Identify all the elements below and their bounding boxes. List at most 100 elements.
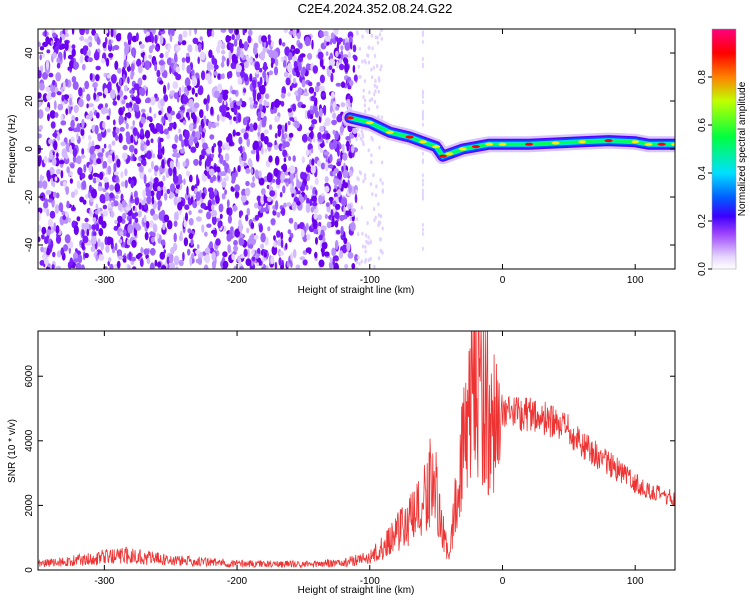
spectrogram-noise-cell [140, 143, 145, 152]
spectrogram-noise-cell [310, 185, 313, 190]
spectrogram-noise-cell [377, 213, 381, 218]
spectrogram-noise-cell [272, 178, 276, 183]
spectrogram-noise-cell [43, 201, 49, 209]
spectrogram-noise-cell [171, 29, 175, 37]
spectrogram-noise-cell [255, 70, 259, 75]
spectrogram-noise-cell [239, 266, 244, 269]
spectrogram-noise-cell [93, 92, 97, 101]
spectrogram-noise-cell [117, 215, 123, 223]
spectrogram-noise-cell [179, 106, 185, 111]
spectrogram-noise-cell [195, 92, 198, 97]
spectrogram-noise-cell [133, 83, 140, 91]
spectrogram-noise-cell [217, 221, 222, 229]
spectrogram-noise-cell [122, 73, 126, 82]
spectrogram-noise-cell [307, 52, 313, 60]
spectrogram-noise-cell [228, 137, 233, 147]
spectrogram-noise-cell [81, 180, 87, 190]
spectrogram-noise-cell [261, 188, 266, 196]
spectrogram-noise-cell [94, 144, 101, 150]
spectrogram-noise-cell [185, 170, 191, 177]
spectrogram-noise-cell [332, 256, 336, 266]
spectrogram-noise-cell [377, 89, 380, 94]
spectrogram-noise-cell [199, 51, 206, 61]
spectrogram-noise-cell [218, 147, 222, 154]
spectrogram-noise-cell [282, 60, 287, 68]
spectrogram-noise-cell [258, 223, 263, 233]
spectrogram-noise-cell [176, 112, 181, 120]
spectrogram-noise-cell [150, 236, 155, 243]
spectrogram-noise-cell [201, 40, 204, 51]
spectrogram-noise-cell [271, 245, 278, 256]
spectrogram-noise-cell [77, 254, 83, 264]
spectrogram-noise-cell [378, 145, 381, 150]
spectrogram-noise-cell [69, 106, 72, 115]
spectrogram-noise-cell [370, 97, 374, 102]
spectrogram-noise-cell [314, 177, 319, 186]
spectrogram-noise-cell [225, 175, 229, 182]
spectrogram-noise-cell [280, 264, 284, 269]
spectrogram-noise-cell [213, 143, 217, 148]
spectrogram-noise-cell [311, 195, 317, 202]
spectrogram-noise-cell [370, 153, 373, 158]
x-tick-label: -100 [360, 576, 380, 587]
spectrogram-noise-cell [57, 103, 64, 111]
spectrogram-noise-cell [333, 177, 337, 185]
spectrogram-noise-cell [232, 229, 235, 238]
spectrogram-noise-cell [274, 132, 278, 139]
spectrogram-noise-cell [112, 119, 116, 126]
spectrogram-noise-cell [117, 255, 124, 260]
spectrogram-noise-cell [83, 164, 87, 173]
spectrogram-noise-cell [73, 258, 79, 263]
spectrogram-noise-cell [50, 40, 54, 45]
spectrogram-noise-cell [172, 81, 179, 89]
spectrogram-noise-cell [361, 231, 364, 236]
spectrogram-noise-cell [288, 236, 292, 243]
spectrogram-noise-cell [72, 204, 75, 210]
spectrogram-noise-cell [324, 214, 328, 219]
spectrogram-noise-cell [123, 59, 127, 69]
y-tick-label: -40 [24, 237, 35, 252]
spectrogram-noise-cell [175, 45, 181, 52]
spectrogram-noise-cell [346, 43, 350, 51]
spectrogram-noise-cell [335, 50, 339, 58]
spectrogram-noise-cell [46, 49, 51, 54]
spectrogram-noise-cell [313, 213, 318, 220]
spectrogram-noise-cell [86, 103, 89, 109]
spectrogram-noise-cell [208, 120, 212, 130]
spectrogram-noise-cell [358, 261, 361, 266]
spectrogram-noise-cell [329, 257, 332, 264]
spectrogram-noise-cell [364, 233, 368, 238]
spectrogram-noise-cell [301, 104, 306, 109]
spectrogram-noise-cell [114, 183, 121, 193]
spectrogram-noise-cell [280, 100, 285, 107]
spectrogram-noise-cell [229, 97, 232, 103]
spectrogram-noise-cell [265, 202, 269, 210]
spectrogram-noise-cell [198, 124, 202, 133]
spectrogram-noise-cell [132, 120, 135, 127]
colorbar-ticks: 0.0 0.2 0.4 0.6 0.8 [697, 70, 712, 276]
spectrogram-noise-cell [97, 238, 101, 248]
spectrogram-noise-cell [243, 248, 248, 257]
spectrogram-noise-cell [188, 210, 192, 215]
spectrogram-noise-cell [135, 104, 140, 113]
spectrogram-noise-cell [322, 236, 326, 243]
spectrogram-noise-cell [66, 200, 70, 209]
spectrogram-noise-cell [270, 41, 275, 47]
spectrogram-noise-cell [185, 55, 191, 64]
spectrogram-noise-cell [125, 131, 130, 139]
spectrogram-noise-cell [84, 194, 89, 199]
spectrogram-noise-cell [58, 160, 65, 165]
spectrogram-noise-cell [86, 93, 91, 102]
spectrogram-noise-cell [38, 92, 42, 99]
spectrogram-noise-cell [367, 45, 370, 50]
spectrogram-noise-cell [54, 112, 59, 118]
spectrogram-noise-cell [45, 86, 51, 93]
spectrogram-noise-cell [88, 174, 93, 180]
spectrogram-noise-cell [129, 218, 132, 226]
spectrogram-noise-cell [274, 115, 280, 123]
chart-title: C2E4.2024.352.08.24.G22 [297, 1, 453, 16]
spectrogram-noise-cell [78, 87, 83, 97]
spectrogram-noise-cell [183, 178, 186, 185]
spectrogram-noise-cell [263, 252, 268, 258]
spectrogram-noise-cell [306, 233, 311, 241]
